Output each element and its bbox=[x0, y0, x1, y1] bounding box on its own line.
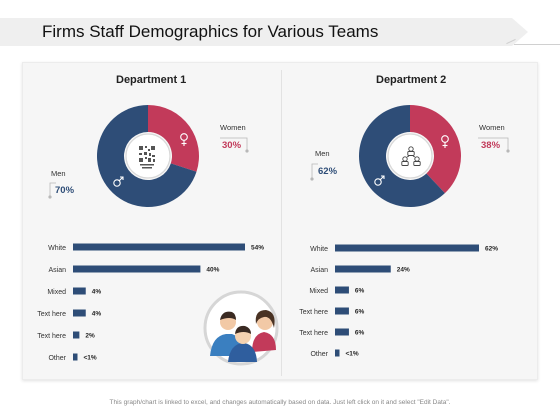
department-1-women-label: Women bbox=[220, 123, 246, 132]
bar-1-bar bbox=[73, 353, 78, 361]
department-2-men-value: 62% bbox=[318, 166, 338, 177]
department-1-title: Department 1 bbox=[116, 74, 187, 86]
department-2-bar-chart: White 62% Asian 24% Mixed 6% Text here 6% Text h… bbox=[299, 244, 498, 358]
bar-2-bar bbox=[335, 286, 349, 294]
footer-note: This graph/chart is linked to excel, and… bbox=[109, 399, 451, 406]
bar-1-category-label: Mixed bbox=[47, 289, 66, 296]
title-band bbox=[0, 18, 528, 46]
department-1-women-value: 30% bbox=[222, 140, 242, 151]
bar-2-value-label: 6% bbox=[355, 288, 365, 295]
bar-1-bar bbox=[73, 331, 80, 339]
callout-dots bbox=[48, 149, 510, 199]
department-1-donut bbox=[96, 105, 199, 207]
bar-2-category-label: Asian bbox=[310, 267, 328, 274]
department-2-donut bbox=[359, 105, 462, 207]
panel-divider bbox=[281, 70, 282, 376]
title-decoration bbox=[514, 44, 560, 45]
department-1-bar-chart: White 54% Asian 40% Mixed 4% Text here 4% Text h… bbox=[37, 243, 264, 362]
male-symbol-icon bbox=[113, 175, 385, 187]
callout-lines bbox=[49, 137, 509, 196]
donut-1-slice-men bbox=[96, 105, 197, 207]
bar-2-value-label: 6% bbox=[355, 309, 365, 316]
bar-2-bar bbox=[335, 349, 340, 357]
bar-1-bar bbox=[73, 243, 245, 251]
donut-2-center bbox=[387, 133, 433, 179]
bar-1-value-label: 40% bbox=[206, 267, 219, 274]
bar-1-category-label: White bbox=[48, 245, 66, 252]
bar-2-value-label: 24% bbox=[397, 267, 410, 274]
department-2-women-value: 38% bbox=[481, 140, 501, 151]
donut-2-slice-women bbox=[410, 105, 462, 194]
donut-1-slice-women bbox=[148, 105, 199, 172]
bar-1-value-label: 4% bbox=[92, 311, 102, 318]
bar-1-value-label: 2% bbox=[85, 333, 95, 340]
chart-panel bbox=[22, 62, 538, 380]
donut-1-center bbox=[125, 133, 171, 179]
page-title: Firms Staff Demographics for Various Tea… bbox=[42, 22, 379, 41]
bar-1-category-label: Text here bbox=[37, 333, 66, 340]
bar-1-category-label: Text here bbox=[37, 311, 66, 318]
bar-2-category-label: Mixed bbox=[309, 288, 328, 295]
qr-code-icon bbox=[139, 146, 155, 169]
bar-2-value-label: 6% bbox=[355, 330, 365, 337]
department-1-men-value: 70% bbox=[55, 185, 75, 196]
bar-2-bar bbox=[335, 307, 349, 315]
bar-1-value-label: 54% bbox=[251, 245, 264, 252]
bar-2-category-label: White bbox=[310, 246, 328, 253]
team-network-icon bbox=[401, 146, 421, 166]
bar-1-category-label: Other bbox=[48, 355, 66, 362]
bar-1-bar bbox=[73, 287, 86, 295]
bar-1-category-label: Asian bbox=[48, 267, 66, 274]
bar-2-value-label: 62% bbox=[485, 246, 498, 253]
donut-2-slice-men bbox=[359, 105, 445, 207]
department-1-men-label: Men bbox=[51, 169, 66, 178]
bar-1-bar bbox=[73, 265, 201, 273]
team-people-illustration bbox=[203, 290, 279, 366]
department-2-title: Department 2 bbox=[376, 74, 447, 86]
bar-2-value-label: <1% bbox=[346, 351, 359, 358]
female-symbol-icon bbox=[180, 133, 449, 148]
bar-2-category-label: Text here bbox=[299, 309, 328, 316]
bar-2-bar bbox=[335, 244, 479, 252]
bar-1-bar bbox=[73, 309, 86, 317]
bar-1-value-label: 4% bbox=[92, 289, 102, 296]
bar-2-category-label: Other bbox=[310, 351, 328, 358]
bar-1-value-label: <1% bbox=[84, 355, 97, 362]
bar-2-bar bbox=[335, 265, 391, 273]
bar-2-category-label: Text here bbox=[299, 330, 328, 337]
bar-2-bar bbox=[335, 328, 349, 336]
department-2-men-label: Men bbox=[315, 149, 330, 158]
department-2-women-label: Women bbox=[479, 123, 505, 132]
